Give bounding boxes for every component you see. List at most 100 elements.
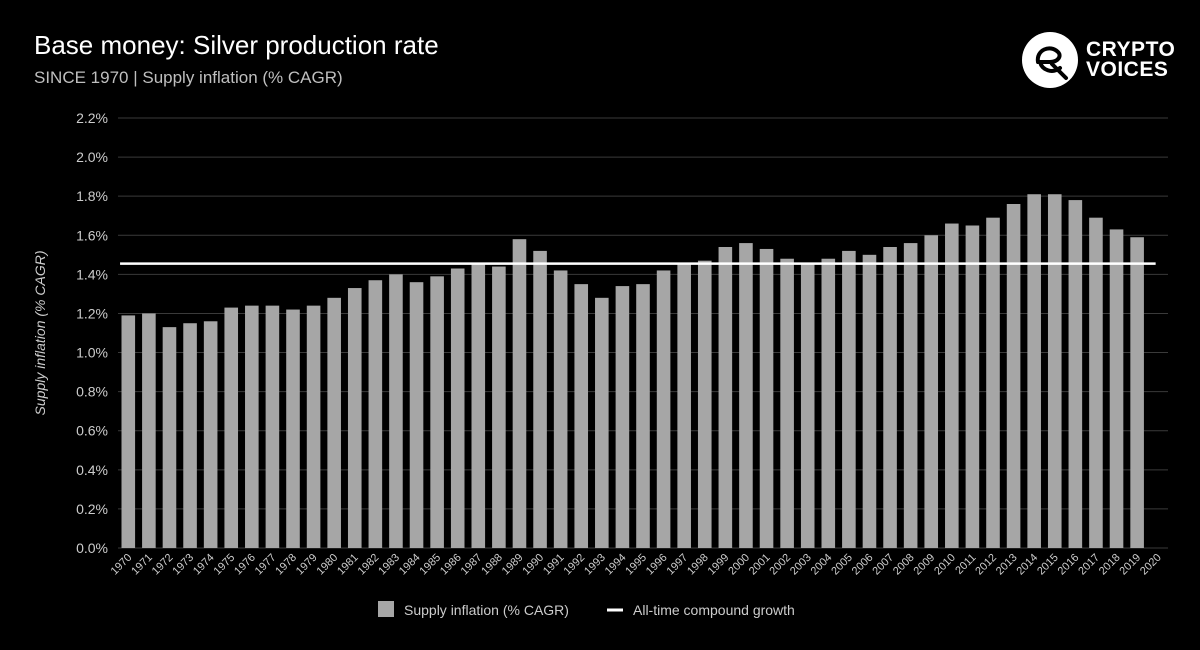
bar — [924, 235, 939, 549]
bar — [800, 262, 815, 548]
x-tick-label: 2016 — [1056, 552, 1082, 578]
bar — [492, 266, 506, 548]
bar — [533, 250, 547, 548]
brand-line-2: VOICES — [1086, 58, 1169, 81]
x-tick-label: 1986 — [438, 552, 464, 578]
x-tick-label: 2007 — [870, 552, 896, 578]
y-tick-label: 1.8% — [76, 188, 108, 204]
x-tick-label: 1999 — [706, 552, 732, 578]
bar — [224, 307, 239, 548]
y-tick-label: 0.0% — [76, 540, 108, 556]
x-tick-label: 2015 — [1035, 552, 1061, 578]
bar — [986, 217, 1000, 548]
x-tick-label: 1972 — [150, 552, 176, 578]
x-tick-label: 1981 — [335, 552, 361, 578]
bar — [389, 274, 403, 548]
y-tick-label: 0.4% — [76, 462, 108, 478]
x-tick-label: 1988 — [479, 552, 505, 578]
bar — [265, 305, 280, 548]
bar — [574, 284, 589, 548]
chart-subtitle: SINCE 1970 | Supply inflation (% CAGR) — [34, 68, 343, 87]
x-tick-label: 1984 — [397, 552, 423, 578]
y-axis-label: Supply inflation (% CAGR) — [32, 251, 48, 416]
bar — [1109, 229, 1124, 548]
bar — [471, 262, 486, 548]
y-tick-label: 0.2% — [76, 501, 108, 517]
x-tick-label: 1997 — [664, 552, 690, 578]
x-tick-label: 2001 — [747, 552, 773, 578]
bar — [965, 225, 980, 548]
x-tick-label: 1987 — [459, 552, 485, 578]
x-tick-label: 1980 — [314, 552, 340, 578]
x-tick-label: 1977 — [253, 552, 279, 578]
x-tick-label: 2008 — [891, 552, 917, 578]
bar — [368, 280, 383, 548]
x-tick-label: 2017 — [1076, 552, 1102, 578]
x-tick-label: 2020 — [1138, 552, 1164, 578]
bar — [1068, 200, 1083, 548]
bar — [142, 313, 156, 548]
y-tick-label: 1.4% — [76, 266, 108, 282]
bar — [306, 305, 321, 548]
x-tick-label: 1979 — [294, 552, 320, 578]
bar — [1089, 217, 1103, 548]
x-tick-label: 2014 — [1014, 552, 1040, 578]
legend-label-line: All-time compound growth — [633, 602, 795, 618]
x-tick-label: 1983 — [376, 552, 402, 578]
bar — [1047, 194, 1062, 548]
bar — [347, 288, 362, 548]
bar — [677, 262, 691, 548]
y-tick-label: 2.2% — [76, 110, 108, 126]
chart-title: Base money: Silver production rate — [34, 30, 439, 60]
bar — [183, 323, 197, 548]
bar — [203, 321, 218, 548]
x-tick-label: 2018 — [1097, 552, 1123, 578]
x-tick-label: 1993 — [582, 552, 608, 578]
bar — [718, 247, 733, 548]
bar — [821, 258, 836, 548]
x-tick-label: 1995 — [623, 552, 649, 578]
x-tick-label: 1978 — [273, 552, 299, 578]
bar — [512, 239, 527, 548]
bar — [903, 243, 918, 548]
bar — [121, 315, 136, 548]
x-tick-label: 2011 — [953, 552, 978, 577]
bar — [430, 276, 444, 548]
x-tick-label: 1975 — [212, 552, 238, 578]
x-tick-label: 1992 — [562, 552, 588, 578]
x-tick-label: 1991 — [541, 552, 567, 578]
bar — [553, 270, 568, 548]
bar — [615, 286, 630, 548]
bar — [883, 247, 897, 548]
x-tick-label: 2006 — [850, 552, 876, 578]
crypto-voices-logo-icon — [1022, 32, 1078, 88]
bar — [1006, 204, 1021, 548]
bar — [595, 297, 609, 548]
x-tick-label: 2002 — [767, 552, 793, 578]
y-tick-label: 1.0% — [76, 345, 108, 361]
bar — [286, 309, 300, 548]
y-tick-label: 0.8% — [76, 384, 108, 400]
x-tick-label: 1971 — [129, 552, 155, 578]
y-tick-label: 1.2% — [76, 305, 108, 321]
bar — [842, 250, 856, 548]
bar — [739, 243, 753, 548]
bar — [759, 248, 774, 549]
y-tick-label: 0.6% — [76, 423, 108, 439]
x-tick-label: 2003 — [788, 552, 814, 578]
x-tick-label: 2005 — [829, 552, 855, 578]
x-tick-label: 2009 — [912, 552, 938, 578]
bar — [162, 327, 177, 548]
x-tick-label: 2004 — [809, 552, 835, 578]
bar — [697, 260, 712, 548]
x-tick-label: 1976 — [232, 552, 258, 578]
x-tick-label: 1989 — [500, 552, 526, 578]
y-tick-label: 1.6% — [76, 227, 108, 243]
bar — [1027, 194, 1041, 548]
x-tick-label: 1990 — [520, 552, 546, 578]
bar — [450, 268, 465, 548]
bar — [780, 258, 794, 548]
brand-name: CRYPTO VOICES — [1086, 39, 1175, 81]
x-tick-label: 1985 — [417, 552, 443, 578]
